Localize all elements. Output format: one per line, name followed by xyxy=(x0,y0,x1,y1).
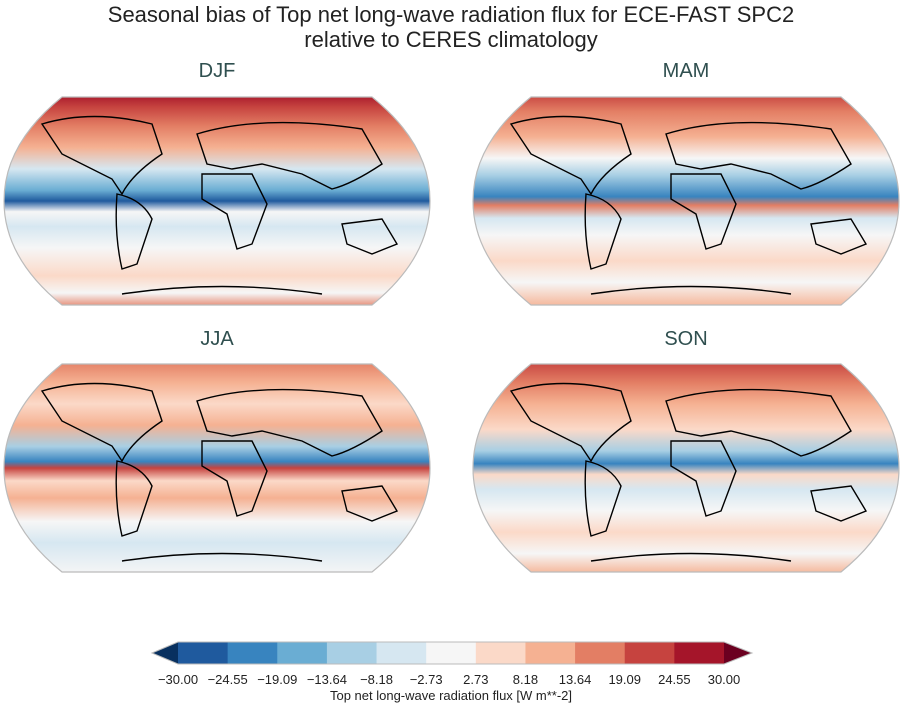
colorbar-tick-label: −19.09 xyxy=(257,672,298,687)
coastline xyxy=(196,121,383,190)
colorbar-bin xyxy=(277,642,328,664)
colorbar-tick-label: −8.18 xyxy=(360,672,393,687)
colorbar xyxy=(150,641,754,665)
figure-title-line1: Seasonal bias of Top net long-wave radia… xyxy=(107,2,795,27)
coastline xyxy=(584,193,622,270)
coastline xyxy=(665,388,852,457)
coastline xyxy=(810,218,868,255)
coastline xyxy=(665,121,852,190)
colorbar-label: Top net long-wave radiation flux [W m**-… xyxy=(329,688,573,703)
bias-field xyxy=(4,364,430,572)
coastline xyxy=(509,115,632,196)
colorbar-tick-label: 30.00 xyxy=(707,672,741,687)
colorbar-bin xyxy=(475,642,526,664)
colorbar-bin xyxy=(376,642,427,664)
map-son xyxy=(472,363,900,573)
colorbar-under-arrow xyxy=(152,642,178,664)
map-boundary xyxy=(472,96,900,306)
colorbar-bin xyxy=(674,642,725,664)
colorbar-over-arrow xyxy=(724,642,752,664)
coastline xyxy=(40,115,163,196)
panel-title-djf: DJF xyxy=(198,60,236,82)
coastline xyxy=(670,173,737,250)
coastline xyxy=(509,382,632,463)
coastline xyxy=(121,552,323,562)
coastline xyxy=(121,285,323,295)
colorbar-bin xyxy=(326,642,378,664)
colorbar-tick-label: 19.09 xyxy=(608,672,641,687)
colorbar-bin xyxy=(624,642,675,664)
colorbar-tick-label: −13.64 xyxy=(306,672,347,687)
coastline xyxy=(810,485,868,522)
colorbar-bin xyxy=(178,642,229,664)
colorbar-bin xyxy=(525,642,576,664)
coastline xyxy=(201,173,268,250)
coastline xyxy=(584,460,622,537)
panel-title-mam: MAM xyxy=(662,60,710,82)
bias-field xyxy=(473,364,899,572)
map-boundary xyxy=(472,363,900,573)
bias-field xyxy=(473,97,899,305)
map-djf xyxy=(3,96,431,306)
colorbar-tick-label: 8.18 xyxy=(512,672,539,687)
coastline xyxy=(201,440,268,517)
map-mam xyxy=(472,96,900,306)
bias-field xyxy=(4,97,430,305)
colorbar-tick-label: −24.55 xyxy=(207,672,248,687)
colorbar-tick-label: 2.73 xyxy=(463,672,489,687)
coastline xyxy=(40,382,163,463)
panel-title-jja: JJA xyxy=(200,328,234,350)
colorbar-tick-label: 13.64 xyxy=(558,672,592,687)
coastline xyxy=(196,388,383,457)
colorbar-bin xyxy=(575,642,626,664)
coastline xyxy=(590,552,792,562)
colorbar-bin xyxy=(227,642,278,664)
coastline xyxy=(670,440,737,517)
colorbar-tick-label: −30.00 xyxy=(157,672,199,687)
coastline xyxy=(341,485,399,522)
coastline xyxy=(590,285,792,295)
coastline xyxy=(115,460,153,537)
colorbar-bin xyxy=(426,642,477,664)
coastline xyxy=(115,193,153,270)
figure-title-line2: relative to CERES climatology xyxy=(304,27,598,52)
coastline xyxy=(341,218,399,255)
panel-title-son: SON xyxy=(664,328,708,350)
map-boundary xyxy=(3,363,431,573)
map-boundary xyxy=(3,96,431,306)
colorbar-tick-label: 24.55 xyxy=(658,672,691,687)
colorbar-tick-label: −2.73 xyxy=(409,672,443,687)
map-jja xyxy=(3,363,431,573)
